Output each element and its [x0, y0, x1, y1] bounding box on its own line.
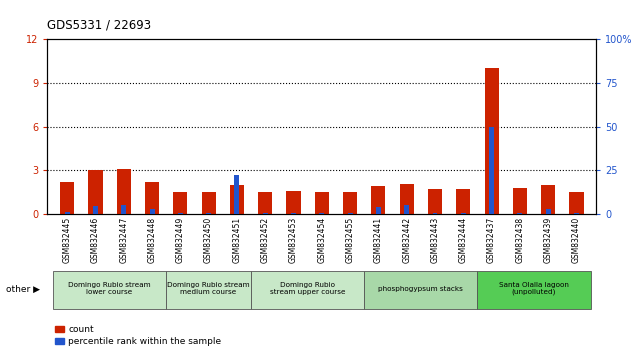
Bar: [258, 192, 273, 214]
Text: GSM832448: GSM832448: [148, 217, 156, 263]
Bar: [150, 209, 155, 214]
Bar: [428, 189, 442, 214]
Bar: [569, 192, 584, 214]
Bar: [64, 212, 69, 214]
Text: GSM832439: GSM832439: [544, 217, 553, 263]
Bar: [461, 213, 466, 214]
FancyBboxPatch shape: [251, 271, 364, 309]
Text: Domingo Rubio stream
lower course: Domingo Rubio stream lower course: [68, 282, 151, 295]
Text: GSM832444: GSM832444: [459, 217, 468, 263]
Bar: [546, 209, 551, 214]
Text: other ▶: other ▶: [6, 285, 40, 294]
Bar: [121, 205, 126, 214]
Text: Domingo Rubio stream
medium course: Domingo Rubio stream medium course: [167, 282, 250, 295]
Bar: [541, 185, 555, 214]
Text: GSM832453: GSM832453: [289, 217, 298, 263]
FancyBboxPatch shape: [166, 271, 251, 309]
Bar: [574, 213, 579, 214]
Bar: [315, 192, 329, 214]
Text: GSM832450: GSM832450: [204, 217, 213, 263]
Text: GSM832437: GSM832437: [487, 217, 496, 263]
Text: Domingo Rubio
stream upper course: Domingo Rubio stream upper course: [270, 282, 345, 295]
Bar: [286, 191, 300, 214]
FancyBboxPatch shape: [478, 271, 591, 309]
Text: GSM832446: GSM832446: [91, 217, 100, 263]
Text: GSM832451: GSM832451: [232, 217, 242, 263]
Text: GSM832441: GSM832441: [374, 217, 383, 263]
Bar: [60, 182, 74, 214]
Bar: [371, 187, 386, 214]
Text: GSM832454: GSM832454: [317, 217, 326, 263]
Text: GSM832442: GSM832442: [402, 217, 411, 263]
Bar: [235, 175, 239, 214]
Bar: [206, 213, 211, 214]
Bar: [174, 192, 187, 214]
Bar: [201, 192, 216, 214]
Bar: [376, 207, 381, 214]
Text: GSM832447: GSM832447: [119, 217, 128, 263]
Text: GSM832440: GSM832440: [572, 217, 581, 263]
Legend: count, percentile rank within the sample: count, percentile rank within the sample: [52, 321, 225, 349]
Bar: [489, 127, 494, 214]
Bar: [230, 185, 244, 214]
Bar: [343, 192, 357, 214]
FancyBboxPatch shape: [364, 271, 478, 309]
Text: GSM832438: GSM832438: [516, 217, 524, 263]
Text: GDS5331 / 22693: GDS5331 / 22693: [47, 19, 151, 32]
Text: GSM832445: GSM832445: [62, 217, 72, 263]
Bar: [262, 213, 268, 214]
Bar: [348, 213, 353, 214]
Text: GSM832452: GSM832452: [261, 217, 269, 263]
Bar: [178, 213, 183, 214]
Bar: [517, 213, 522, 214]
Bar: [485, 68, 498, 214]
Bar: [404, 205, 409, 214]
FancyBboxPatch shape: [53, 271, 166, 309]
Bar: [399, 183, 414, 214]
Text: Santa Olalla lagoon
(unpolluted): Santa Olalla lagoon (unpolluted): [499, 282, 569, 295]
Bar: [513, 188, 527, 214]
Text: GSM832443: GSM832443: [430, 217, 440, 263]
Bar: [319, 213, 324, 214]
Bar: [93, 206, 98, 214]
Text: GSM832455: GSM832455: [346, 217, 355, 263]
Text: phosphogypsum stacks: phosphogypsum stacks: [379, 286, 463, 292]
Bar: [291, 213, 296, 214]
Bar: [88, 170, 102, 214]
Bar: [432, 213, 437, 214]
Text: GSM832449: GSM832449: [176, 217, 185, 263]
Bar: [145, 182, 159, 214]
Bar: [456, 189, 470, 214]
Bar: [117, 169, 131, 214]
